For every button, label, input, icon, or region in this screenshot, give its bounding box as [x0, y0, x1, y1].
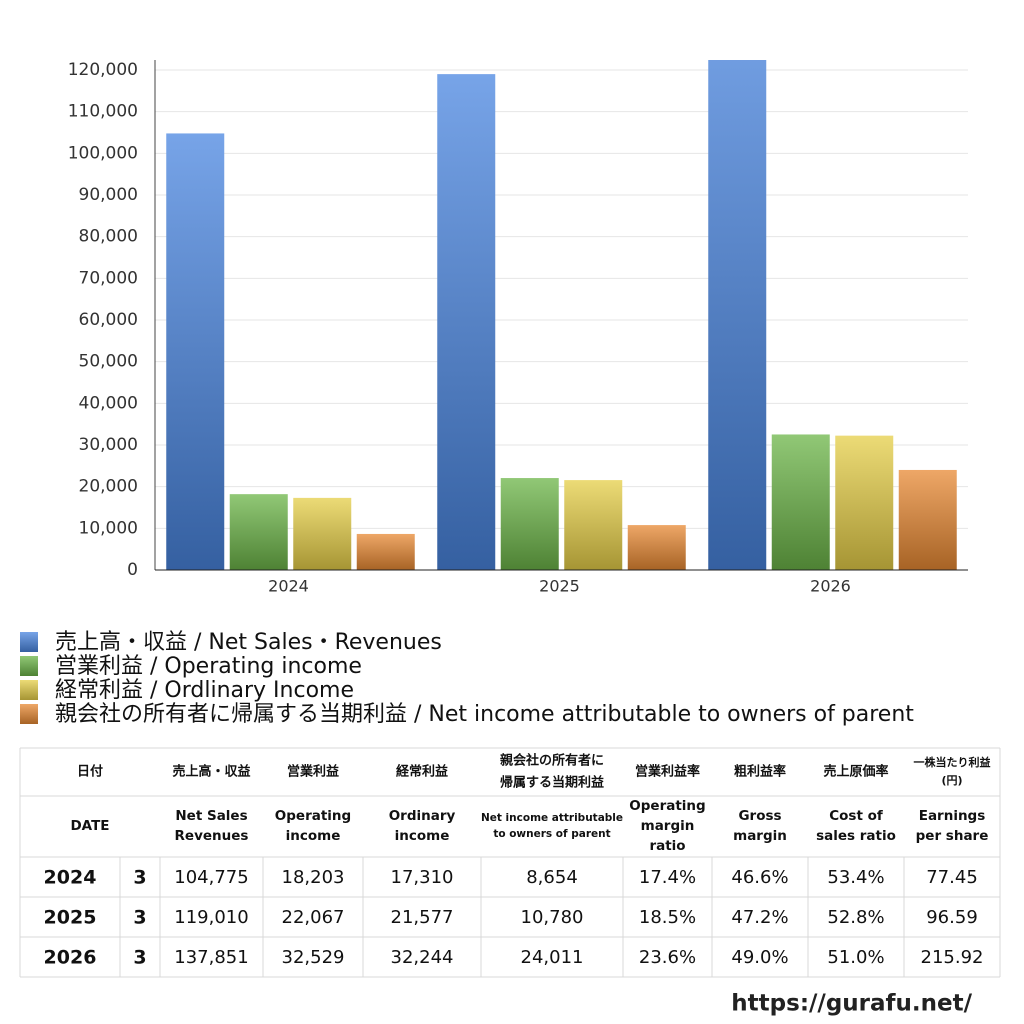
- header-en: income: [395, 828, 450, 844]
- y-tick-label: 70,000: [79, 268, 138, 288]
- table-cell: 77.45: [926, 867, 978, 888]
- bars: [166, 60, 957, 570]
- header-en: sales ratio: [816, 828, 896, 844]
- table-cell: 2026: [44, 947, 97, 969]
- header-ja: 営業利益: [287, 764, 339, 780]
- legend-label: 営業利益 / Operating income: [55, 654, 362, 679]
- table-cell: 2024: [44, 867, 97, 889]
- table-cell: 3: [133, 867, 146, 889]
- y-tick-label: 80,000: [79, 227, 138, 247]
- table-cell: 47.2%: [731, 907, 788, 928]
- header-en: Operating: [275, 808, 351, 824]
- table-cell: 24,011: [521, 947, 584, 968]
- bar: [898, 469, 957, 570]
- header-ja: 売上高・収益: [172, 764, 250, 780]
- header-en: DATE: [70, 818, 109, 834]
- table-cell: 23.6%: [639, 947, 696, 968]
- header-ja: 経常利益: [396, 764, 448, 780]
- header-en: margin: [641, 818, 695, 834]
- table-cell: 49.0%: [731, 947, 788, 968]
- legend-swatch: [20, 656, 38, 676]
- y-tick-label: 40,000: [79, 393, 138, 413]
- legend-label: 売上高・収益 / Net Sales・Revenues: [55, 630, 442, 655]
- header-en: Earnings: [919, 808, 986, 824]
- table-cell: 32,244: [391, 947, 454, 968]
- header-ja: 営業利益率: [635, 764, 700, 780]
- header-ja: 親会社の所有者に: [500, 753, 604, 769]
- header-ja: (円): [941, 774, 962, 787]
- bar: [293, 497, 352, 570]
- table-cell: 51.0%: [827, 947, 884, 968]
- legend-swatch: [20, 680, 38, 700]
- header-en: per share: [916, 828, 989, 844]
- table-cell: 18,203: [282, 867, 345, 888]
- header-ja: 一株当たり利益: [914, 755, 991, 769]
- bar: [771, 434, 830, 570]
- header-en: margin: [733, 828, 787, 844]
- bar: [437, 74, 496, 570]
- header-ja: 売上原価率: [823, 764, 888, 780]
- legend-swatch: [20, 632, 38, 652]
- table-cell: 104,775: [174, 867, 248, 888]
- table-cell: 21,577: [391, 907, 454, 928]
- table-cell: 137,851: [174, 947, 248, 968]
- y-tick-label: 0: [127, 560, 138, 580]
- bar: [835, 435, 894, 570]
- y-tick-label: 100,000: [68, 143, 138, 163]
- table-cell: 3: [133, 947, 146, 969]
- legend-swatch: [20, 704, 38, 724]
- table-cell: 17,310: [391, 867, 454, 888]
- table-cell: 3: [133, 907, 146, 929]
- y-tick-label: 10,000: [79, 518, 138, 538]
- header-en: to owners of parent: [493, 828, 610, 840]
- header-en: Ordinary: [389, 808, 456, 824]
- table-cell: 46.6%: [731, 867, 788, 888]
- bar: [166, 133, 225, 570]
- y-tick-label: 30,000: [79, 435, 138, 455]
- header-ja: 日付: [77, 764, 103, 780]
- header-en: Operating: [629, 798, 705, 814]
- header-en: income: [286, 828, 341, 844]
- table-cell: 52.8%: [827, 907, 884, 928]
- table-cell: 53.4%: [827, 867, 884, 888]
- y-tick-label: 20,000: [79, 477, 138, 497]
- y-tick-label: 110,000: [68, 102, 138, 122]
- table-cell: 10,780: [521, 907, 584, 928]
- header-ja: 帰属する当期利益: [500, 775, 604, 791]
- legend-label: 経常利益 / Ordlinary Income: [55, 678, 354, 703]
- x-tick-label: 2025: [539, 577, 580, 596]
- bar: [564, 480, 623, 570]
- bar: [708, 60, 767, 570]
- table-cell: 18.5%: [639, 907, 696, 928]
- table-cell: 215.92: [921, 947, 984, 968]
- header-en: Revenues: [175, 828, 249, 844]
- bar: [356, 533, 415, 570]
- header-en: Net Sales: [175, 808, 247, 824]
- header-en: Cost of: [829, 808, 883, 824]
- y-tick-label: 50,000: [79, 352, 138, 372]
- header-en: Gross: [738, 808, 781, 824]
- header-en: ratio: [649, 838, 685, 854]
- bar: [627, 525, 686, 570]
- y-tick-label: 90,000: [79, 185, 138, 205]
- table-cell: 8,654: [526, 867, 578, 888]
- table-cell: 22,067: [282, 907, 345, 928]
- header-en: Net income attributable: [481, 812, 623, 824]
- table-cell: 2025: [44, 907, 97, 929]
- y-tick-label: 60,000: [79, 310, 138, 330]
- legend-label: 親会社の所有者に帰属する当期利益 / Net income attributab…: [55, 702, 914, 727]
- bar: [229, 494, 288, 570]
- x-tick-label: 2026: [810, 577, 851, 596]
- table-cell: 96.59: [926, 907, 978, 928]
- table-cell: 17.4%: [639, 867, 696, 888]
- bar: [500, 478, 559, 570]
- y-tick-label: 120,000: [68, 60, 138, 80]
- header-ja: 粗利益率: [734, 764, 786, 780]
- footer-url: https://gurafu.net/: [731, 991, 972, 1017]
- table-cell: 32,529: [282, 947, 345, 968]
- x-tick-label: 2024: [268, 577, 309, 596]
- table-cell: 119,010: [174, 907, 248, 928]
